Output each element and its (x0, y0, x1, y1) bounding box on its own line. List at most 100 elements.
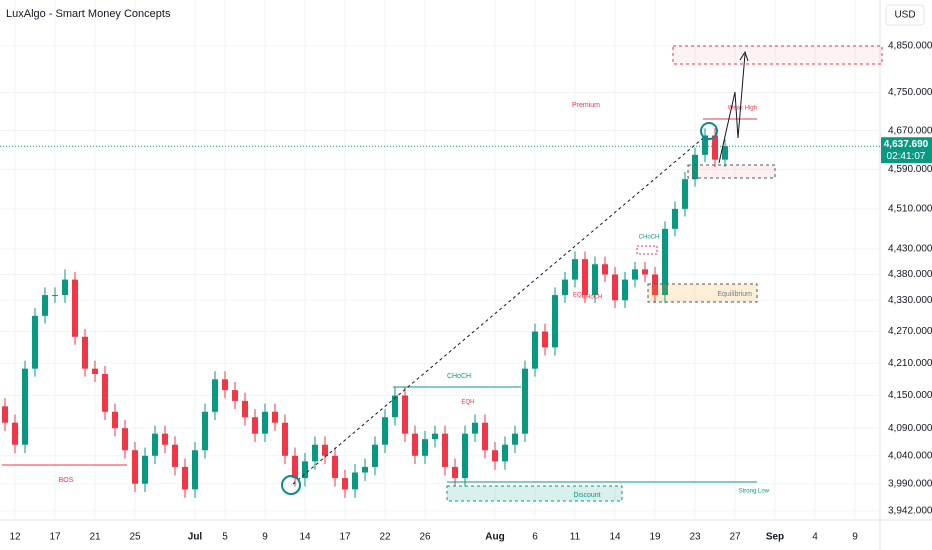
candle-body (432, 433, 438, 440)
trend-line (292, 138, 703, 485)
candle-body (392, 395, 398, 418)
y-tick-label: 4,380.000 (888, 269, 932, 280)
candle-body (532, 331, 538, 369)
y-tick-label: 3,990.000 (888, 478, 932, 489)
candle-body (102, 373, 108, 412)
x-tick-label: 11 (570, 532, 581, 543)
candle-body (352, 472, 358, 490)
candle-body (362, 466, 368, 473)
choch-label: CHoCH (447, 373, 471, 380)
candle-body (222, 379, 228, 391)
x-tick-label: 22 (379, 532, 391, 543)
y-tick-label: 3,942.000 (888, 506, 932, 517)
candle-body (672, 208, 678, 229)
y-tick-label: 4,670.000 (888, 125, 932, 136)
candle-body (162, 433, 168, 445)
strong-low-label: Strong Low (739, 489, 770, 495)
weak-high-label: Weak High (728, 106, 757, 112)
discount-zone (446, 485, 623, 502)
candle-body (212, 379, 218, 412)
x-tick-label: 21 (89, 532, 101, 543)
x-tick-label: 17 (49, 532, 61, 543)
y-tick-label: 4,040.000 (888, 450, 932, 461)
candle-body (32, 315, 38, 369)
candle-body (322, 444, 328, 456)
candle-body (122, 428, 128, 451)
candle-body (372, 444, 378, 467)
candle-body (132, 450, 138, 484)
candle-body (2, 406, 8, 423)
x-tick-label: 19 (649, 532, 661, 543)
candle-body (182, 466, 188, 490)
candle-body (462, 433, 468, 479)
arrow-head (739, 50, 749, 62)
x-tick-label: 26 (419, 532, 431, 543)
candle-body (482, 422, 488, 451)
candle-body (172, 444, 178, 467)
candle-body (272, 411, 278, 423)
premium-zone (672, 45, 883, 65)
x-tick-label: 17 (339, 532, 351, 543)
candle-body (542, 331, 548, 348)
y-tick-label: 4,150.000 (888, 390, 932, 401)
candle-body (52, 295, 58, 297)
x-tick-label: 23 (689, 532, 701, 543)
candle-body (452, 466, 458, 479)
x-tick-label: 9 (262, 532, 268, 543)
x-tick-label: 5 (222, 532, 228, 543)
chart-title: LuxAlgo - Smart Money Concepts (6, 8, 171, 20)
candle-body (332, 455, 338, 479)
candle-body (662, 228, 668, 296)
candle-body (292, 455, 298, 479)
y-tick-label: 4,430.000 (888, 244, 932, 255)
candle-body (592, 264, 598, 296)
candle-body (412, 433, 418, 456)
y-tick-label: 4,270.000 (888, 326, 932, 337)
circle-marker (700, 122, 718, 140)
candle-body (262, 411, 268, 434)
candle-body (42, 295, 48, 316)
x-tick-label: Sep (766, 532, 784, 543)
candle-body (402, 395, 408, 434)
x-tick-label: 9 (852, 532, 858, 543)
candle-body (142, 455, 148, 484)
x-tick-label: 25 (129, 532, 141, 543)
candle-body (302, 461, 308, 479)
bos-label: BOS (59, 477, 74, 484)
eql-label: EQL (573, 293, 586, 299)
x-tick-label: 14 (299, 532, 311, 543)
plot-area (0, 0, 880, 520)
y-tick-label: 4,750.000 (888, 87, 932, 98)
candle-body (282, 422, 288, 456)
currency-button[interactable] (885, 4, 925, 26)
y-tick-label: 4,210.000 (888, 358, 932, 369)
equilibrium-label: Equilibrium (717, 291, 752, 298)
eqh-label: EQH (461, 400, 474, 406)
premium-label: Premium (572, 102, 600, 109)
candle-body (472, 422, 478, 434)
candle-body (502, 444, 508, 462)
candle-body (602, 264, 608, 275)
y-tick-label: 4,590.000 (888, 164, 932, 175)
candle-body (382, 417, 388, 445)
candle-body (722, 146, 728, 160)
x-tick-label: Jul (188, 532, 203, 543)
x-tick-label: 6 (532, 532, 538, 543)
candle-body (232, 390, 238, 401)
candle-body (682, 179, 688, 209)
candle-body (622, 279, 628, 301)
candle-body (202, 411, 208, 451)
candle-body (492, 450, 498, 462)
choch-box (636, 245, 658, 255)
candle-body (572, 259, 578, 280)
y-tick-label: 4,850.000 (888, 40, 932, 51)
discount-label: Discount (573, 492, 600, 499)
last-price-label: 4,637.690 (884, 139, 929, 150)
currency-label[interactable]: USD (894, 10, 915, 21)
candle-body (632, 269, 638, 280)
candle-body (92, 368, 98, 374)
candle-body (642, 269, 648, 275)
candle-body (252, 417, 258, 434)
x-tick-label: Aug (485, 532, 504, 543)
